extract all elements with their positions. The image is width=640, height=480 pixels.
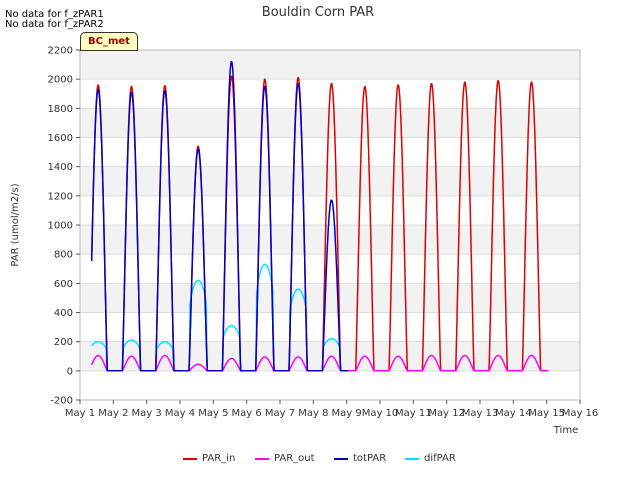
x-tick-label: May 3 bbox=[132, 408, 162, 419]
x-tick-label: May 4 bbox=[165, 408, 195, 419]
legend-item-difpar: difPAR bbox=[405, 453, 456, 464]
x-tick-label: May 8 bbox=[298, 408, 328, 419]
legend-label-difpar: difPAR bbox=[424, 453, 456, 464]
y-tick-label: 2000 bbox=[48, 75, 73, 86]
y-axis-label: PAR (umol/m2/s) bbox=[10, 183, 21, 266]
y-tick-label: 1600 bbox=[48, 133, 73, 144]
x-tick-label: May 16 bbox=[562, 408, 599, 419]
y-tick-label: -200 bbox=[50, 396, 73, 407]
x-tick-label: May 6 bbox=[232, 408, 262, 419]
grid-band bbox=[80, 166, 580, 196]
y-tick-label: 200 bbox=[54, 337, 73, 348]
no-data-note-1: No data for f_zPAR1 bbox=[5, 9, 104, 20]
x-tick-label: May 10 bbox=[362, 408, 399, 419]
y-tick-label: 800 bbox=[54, 250, 73, 261]
legend-swatch-par-in bbox=[183, 457, 197, 460]
x-tick-label: May 7 bbox=[265, 408, 295, 419]
legend-item-par-in: PAR_in bbox=[183, 453, 235, 464]
y-tick-label: 0 bbox=[67, 366, 73, 377]
y-axis: -200 0 200 400 600 800 1000 1200 1400 1600 1800 200… bbox=[48, 46, 80, 407]
x-tick-label: May 13 bbox=[462, 408, 499, 419]
y-tick-label: 1000 bbox=[48, 221, 73, 232]
x-tick-label: May 5 bbox=[198, 408, 228, 419]
x-tick-label: May 1 bbox=[65, 408, 95, 419]
x-axis-label: Time bbox=[553, 425, 578, 436]
series-lines bbox=[90, 61, 549, 372]
y-tick-label: 1200 bbox=[48, 191, 73, 202]
x-tick-label: May 12 bbox=[428, 408, 465, 419]
series-line-totpar bbox=[90, 61, 349, 372]
x-axis: May 1 May 2 May 3 May 4 May 5 May 6 May 7 May 8… bbox=[65, 400, 598, 419]
legend-swatch-difpar bbox=[405, 457, 419, 460]
x-tick-label: May 9 bbox=[332, 408, 362, 419]
y-tick-label: 2200 bbox=[48, 46, 73, 57]
y-tick-label: 400 bbox=[54, 308, 73, 319]
legend-item-par-out: PAR_out bbox=[255, 453, 315, 464]
legend-swatch-totpar bbox=[334, 457, 348, 460]
site-badge: BC_met bbox=[80, 32, 138, 51]
no-data-note-2: No data for f_zPAR2 bbox=[5, 19, 104, 30]
y-tick-label: 1800 bbox=[48, 104, 73, 115]
x-tick-label: May 14 bbox=[495, 408, 532, 419]
legend-label-par-in: PAR_in bbox=[202, 453, 236, 464]
legend-label-par-out: PAR_out bbox=[274, 453, 315, 464]
x-tick-label: May 11 bbox=[395, 408, 432, 419]
grid-band bbox=[80, 283, 580, 313]
legend-swatch-par-out bbox=[255, 457, 269, 460]
grid-band bbox=[80, 50, 580, 80]
x-tick-label: May 2 bbox=[98, 408, 128, 419]
y-tick-label: 1400 bbox=[48, 162, 73, 173]
y-tick-label: 600 bbox=[54, 279, 73, 290]
legend-label-totpar: totPAR bbox=[353, 453, 387, 464]
grid-band bbox=[80, 225, 580, 255]
x-tick-label: May 15 bbox=[528, 408, 565, 419]
chart-title: Bouldin Corn PAR bbox=[262, 5, 374, 20]
legend-item-totpar: totPAR bbox=[334, 453, 386, 464]
grid-band bbox=[80, 108, 580, 138]
